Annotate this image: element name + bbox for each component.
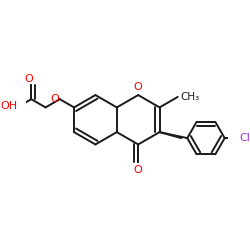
- Text: O: O: [50, 94, 59, 104]
- Text: O: O: [134, 82, 142, 92]
- Text: O: O: [24, 74, 33, 84]
- Text: CH₃: CH₃: [180, 92, 199, 102]
- Text: OH: OH: [0, 101, 18, 111]
- Text: Cl: Cl: [239, 133, 250, 143]
- Text: O: O: [134, 165, 142, 175]
